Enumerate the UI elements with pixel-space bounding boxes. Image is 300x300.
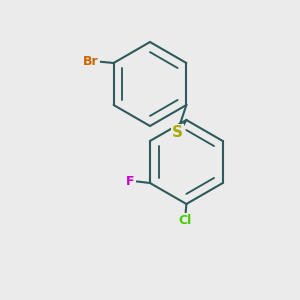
Text: Cl: Cl — [178, 214, 191, 227]
Text: S: S — [172, 124, 183, 140]
Text: Br: Br — [83, 55, 99, 68]
Text: F: F — [126, 175, 135, 188]
